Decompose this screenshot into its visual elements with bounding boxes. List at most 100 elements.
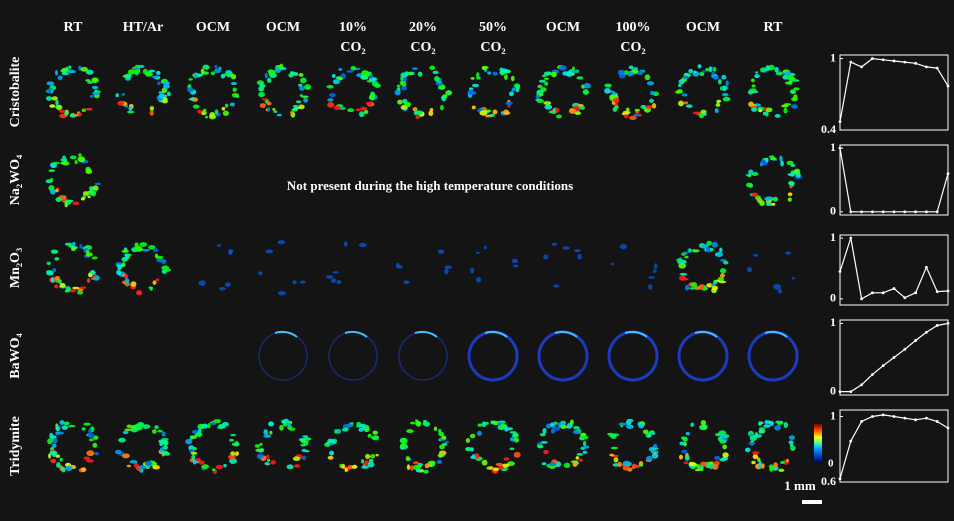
speckle bbox=[334, 429, 338, 434]
speckle bbox=[367, 433, 372, 438]
speckle bbox=[61, 425, 68, 430]
speckle bbox=[432, 70, 439, 75]
point bbox=[892, 415, 896, 418]
ring-image bbox=[607, 330, 659, 382]
point bbox=[849, 236, 853, 240]
speckle bbox=[329, 92, 336, 98]
ring-image bbox=[328, 330, 378, 381]
speckle bbox=[49, 178, 54, 183]
speckle bbox=[648, 446, 655, 452]
speckle bbox=[537, 445, 544, 449]
speckle bbox=[82, 191, 90, 196]
speckle bbox=[152, 75, 159, 79]
speckle bbox=[551, 242, 558, 246]
speckle bbox=[332, 79, 341, 85]
speckle bbox=[570, 419, 574, 425]
point bbox=[935, 210, 939, 214]
speckle bbox=[775, 71, 784, 76]
speckle bbox=[235, 451, 239, 456]
point bbox=[903, 296, 907, 300]
speckle bbox=[268, 421, 275, 427]
speckle bbox=[133, 68, 140, 75]
speckle bbox=[764, 420, 772, 424]
point bbox=[935, 324, 939, 327]
speckle bbox=[142, 68, 148, 75]
speckle bbox=[117, 100, 125, 106]
point bbox=[838, 270, 842, 273]
speckle bbox=[370, 435, 378, 440]
speckle bbox=[333, 105, 341, 110]
speckle bbox=[161, 450, 169, 456]
speckle bbox=[690, 422, 694, 427]
speckle bbox=[130, 424, 137, 430]
speckle bbox=[258, 92, 266, 98]
speckle bbox=[282, 421, 286, 424]
speckle bbox=[771, 202, 776, 206]
speckle bbox=[145, 72, 154, 77]
point bbox=[925, 210, 928, 214]
speckle bbox=[148, 286, 153, 289]
ring-image bbox=[678, 419, 730, 472]
speckle bbox=[577, 103, 584, 107]
speckle bbox=[358, 427, 364, 432]
speckle bbox=[359, 423, 366, 427]
speckle bbox=[57, 75, 63, 81]
speckle bbox=[578, 458, 583, 462]
speckle bbox=[55, 454, 60, 458]
speckle bbox=[787, 197, 792, 202]
point bbox=[849, 390, 853, 393]
speckle bbox=[610, 446, 619, 450]
speckle bbox=[396, 84, 401, 88]
speckle bbox=[363, 109, 369, 115]
ring-image bbox=[543, 242, 582, 288]
speckle bbox=[415, 421, 422, 426]
speckle bbox=[368, 458, 374, 463]
speckle bbox=[302, 435, 309, 438]
speckle bbox=[683, 461, 689, 465]
speckle bbox=[64, 110, 69, 116]
speckle bbox=[331, 73, 336, 79]
speckle bbox=[259, 82, 263, 87]
speckle bbox=[440, 104, 444, 111]
speckle bbox=[193, 73, 198, 79]
speckle bbox=[130, 281, 137, 287]
speckle bbox=[214, 68, 222, 74]
speckle bbox=[225, 282, 231, 287]
ring-image bbox=[746, 251, 795, 294]
point bbox=[871, 57, 874, 60]
speckle bbox=[215, 464, 224, 470]
speckle bbox=[675, 90, 683, 94]
speckle bbox=[221, 106, 226, 111]
speckle bbox=[781, 104, 789, 108]
speckle bbox=[87, 278, 91, 283]
speckle bbox=[638, 423, 645, 429]
column-header: CO₂ bbox=[410, 40, 435, 55]
point bbox=[935, 290, 939, 294]
speckle bbox=[791, 276, 795, 280]
ring-image bbox=[399, 419, 450, 474]
speckle bbox=[761, 463, 765, 469]
speckle bbox=[612, 92, 617, 96]
point bbox=[860, 420, 863, 423]
speckle bbox=[415, 469, 421, 473]
colorbar-label: 0 bbox=[828, 458, 834, 470]
speckle bbox=[773, 284, 782, 290]
speckle bbox=[790, 171, 794, 177]
speckle bbox=[576, 76, 584, 80]
speckle bbox=[757, 198, 763, 201]
speckle bbox=[69, 155, 77, 160]
speckle bbox=[50, 458, 57, 464]
speckle bbox=[722, 96, 731, 102]
speckle bbox=[685, 432, 690, 436]
speckle bbox=[71, 247, 76, 252]
point bbox=[946, 84, 950, 88]
point bbox=[946, 426, 950, 430]
speckle bbox=[688, 68, 694, 74]
speckle bbox=[116, 269, 122, 276]
speckle bbox=[575, 456, 580, 460]
speckle bbox=[355, 108, 361, 112]
speckle bbox=[85, 69, 94, 75]
speckle bbox=[267, 106, 271, 112]
speckle bbox=[369, 94, 376, 100]
ring-highlight bbox=[344, 330, 368, 338]
